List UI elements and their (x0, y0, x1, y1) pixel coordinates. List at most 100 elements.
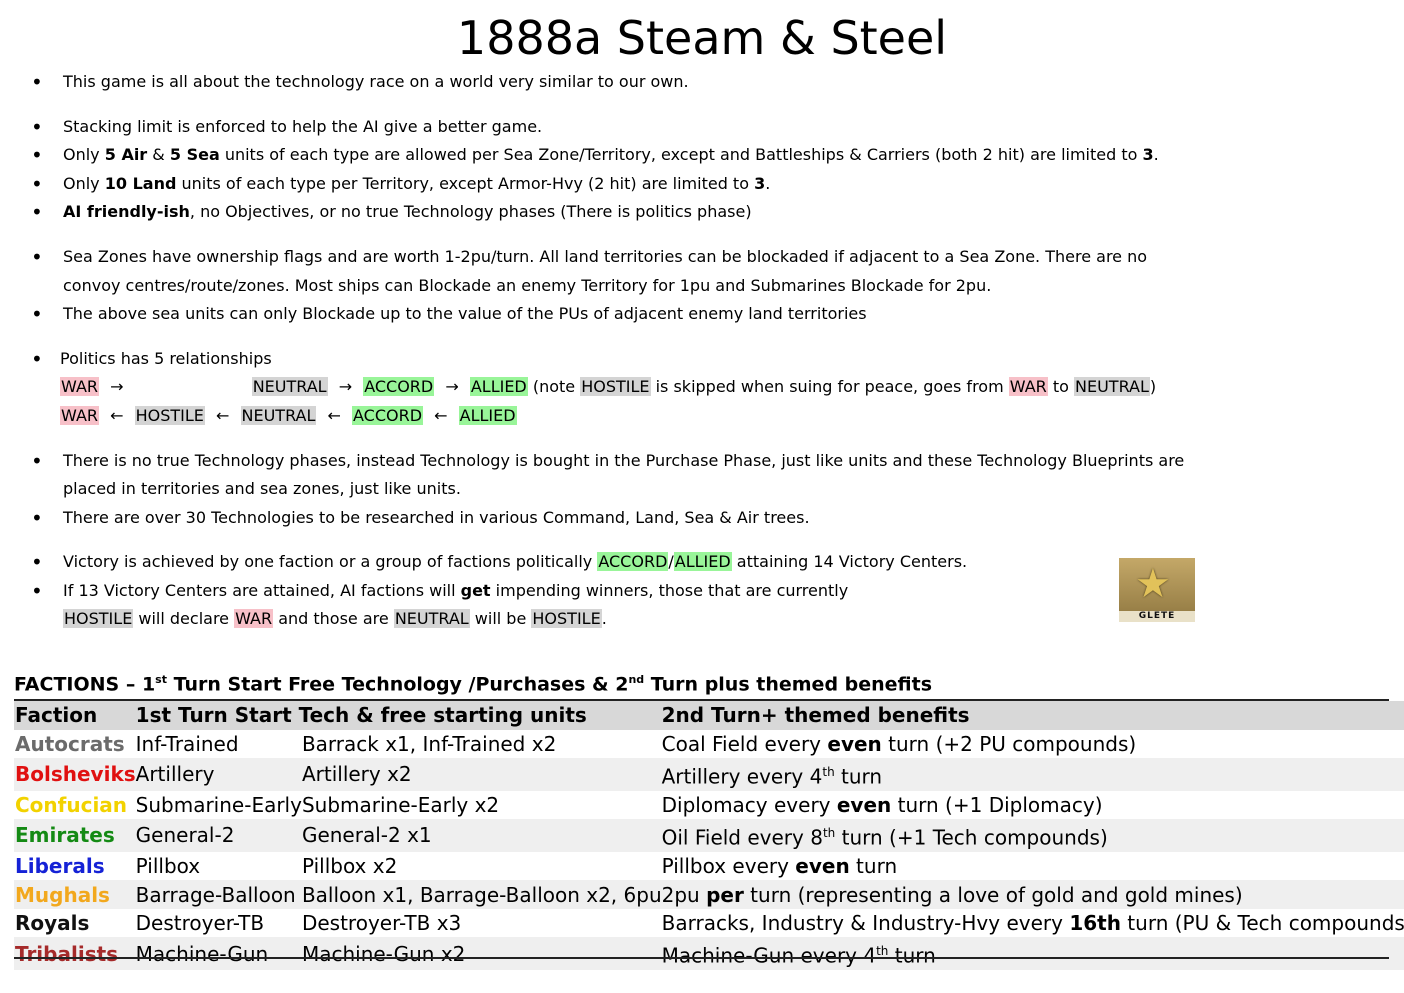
stacking-line-1: Stacking limit is enforced to help the A… (63, 117, 543, 136)
benefit-text: Barracks, Industry & Industry-Hvy every (661, 911, 1070, 936)
benefit-text: turn (+1 Diplomacy) (891, 792, 1103, 817)
stacking-line-3: Only 10 Land units of each type per Terr… (63, 170, 770, 198)
emblem-text: GLETE (1119, 611, 1195, 622)
accord-label: ACCORD (363, 377, 435, 396)
victory-emblem-icon: ★ GLETE (1119, 558, 1195, 622)
start-units: Pillbox x2 (301, 854, 398, 879)
faction-name: Emirates (14, 819, 136, 852)
factions-table: Faction 1st Turn Start Tech & free start… (14, 701, 1404, 970)
start-tech: Barrage-Balloon (135, 880, 302, 909)
sea-limit: 5 Sea (169, 145, 220, 164)
victory-line-3: HOSTILE will declare WAR and those are N… (63, 605, 607, 633)
victory-line-2: If 13 Victory Centers are attained, AI f… (63, 577, 848, 605)
accord-label: ACCORD (351, 406, 424, 425)
themed-benefit: Pillbox every even turn (662, 852, 1404, 881)
text: (note (532, 377, 581, 396)
bullet: • (31, 70, 43, 94)
text: If 13 Victory Centers are attained, AI f… (63, 581, 461, 600)
tech-line-2: There are over 30 Technologies to be res… (63, 508, 810, 527)
text: Only (63, 174, 105, 193)
arrow-right-icon: → (110, 377, 124, 396)
tech-line-1b: placed in territories and sea zones, jus… (63, 479, 461, 498)
start-units: Artillery x2 (301, 758, 662, 791)
text: Victory is achieved by one faction or a … (63, 552, 598, 571)
capital-limit: 3 (1142, 145, 1154, 164)
start-units: Destroyer-TB x3 (301, 911, 462, 936)
text: get (460, 581, 491, 600)
themed-benefit: 2pu per turn (representing a love of gol… (661, 880, 1404, 909)
text: units of each type are allowed per Sea Z… (219, 145, 1143, 164)
politics-flow-downgrade: WAR ← HOSTILE ← NEUTRAL ← ACCORD ← ALLIE… (60, 402, 517, 430)
table-row: Confucian Submarine-Early Submarine-Early … (14, 791, 1404, 820)
start-tech: Submarine-Early (135, 792, 302, 817)
start-units: General-2 x1 (301, 819, 662, 852)
benefit-text: Pillbox every (661, 854, 796, 879)
armor-limit: 3 (754, 174, 766, 193)
text: st (155, 673, 167, 686)
text: FACTIONS – 1 (14, 673, 156, 696)
themed-benefit: Artillery every 4th turn (661, 758, 1404, 791)
benefit-emphasis: even (836, 792, 892, 817)
table-row: Autocrats Inf-Trained Barrack x1, Inf-Trai… (14, 730, 1404, 759)
start-units: Balloon x1, Barrage-Balloon x2, 6pu (301, 880, 662, 909)
allied-label: ALLIED (458, 406, 517, 425)
seazone-line-1: Sea Zones have ownership flags and are w… (63, 247, 1148, 266)
bullet: • (31, 143, 43, 167)
text: & (147, 145, 170, 164)
start-tech: Destroyer-TB (135, 911, 265, 936)
table-top-rule (14, 699, 1389, 701)
themed-benefit: Barracks, Industry & Industry-Hvy every … (662, 909, 1404, 938)
faction-name: Tribalists (14, 937, 136, 970)
land-limit: 10 Land (104, 174, 177, 193)
text: ) (1149, 377, 1157, 396)
factions-heading: FACTIONS – 1st Turn Start Free Technolog… (14, 673, 932, 695)
faction-name: Confucian (15, 792, 128, 817)
benefit-text: turn (888, 943, 936, 968)
benefit-text: Machine-Gun every 4 (661, 943, 877, 968)
start-tech: Machine-Gun (135, 937, 302, 970)
text: is skipped when suing for peace, goes fr… (650, 377, 1009, 396)
header-second-turn: 2nd Turn+ themed benefits (661, 701, 1404, 730)
benefit-emphasis: per (706, 882, 744, 907)
ordinal-suffix: th (822, 826, 836, 841)
text: . (1153, 145, 1159, 164)
header-faction: Faction (14, 701, 136, 730)
arrow-left-icon: ← (216, 406, 230, 425)
benefit-text: turn (+1 Tech compounds) (835, 825, 1108, 850)
start-units: Barrack x1, Inf-Trained x2 (301, 731, 557, 756)
seazone-line-1b: convoy centres/route/zones. Most ships c… (63, 276, 992, 295)
themed-benefit: Machine-Gun every 4th turn (661, 937, 1404, 970)
table-row: Tribalists Machine-Gun Machine-Gun x2 Machi… (14, 937, 1404, 970)
header-first-turn: 1st Turn Start Tech & free starting unit… (135, 701, 662, 730)
bullet: • (31, 172, 43, 196)
text: attaining 14 Victory Centers. (731, 552, 968, 571)
stacking-line-2: Only 5 Air & 5 Sea units of each type ar… (63, 141, 1159, 169)
faction-name: Liberals (15, 854, 105, 879)
table-header-row: Faction 1st Turn Start Tech & free start… (14, 701, 1404, 730)
benefit-text: turn (834, 764, 883, 789)
text: . (765, 174, 771, 193)
neutral-label: NEUTRAL (240, 406, 317, 425)
faction-name: Royals (15, 911, 90, 936)
war-label: WAR (60, 406, 100, 425)
faction-name: Bolsheviks (14, 758, 136, 791)
ai-friendly: AI friendly-ish (63, 202, 190, 221)
bullet: • (31, 506, 43, 530)
text: to (1047, 377, 1074, 396)
start-units: Machine-Gun x2 (301, 937, 662, 970)
arrow-left-icon: ← (327, 406, 341, 425)
hostile-label: HOSTILE (531, 609, 602, 628)
benefit-text: turn (849, 854, 898, 879)
table-row: Emirates General-2 General-2 x1 Oil Field e… (14, 819, 1404, 852)
star-icon: ★ (1135, 561, 1171, 607)
politics-flow-upgrade: WAR → NEUTRAL → ACCORD → ALLIED (note HO… (60, 373, 1156, 401)
hostile-label: HOSTILE (63, 609, 134, 628)
bullet: • (31, 302, 43, 326)
benefit-text: turn (+2 PU compounds) (881, 731, 1137, 756)
benefit-emphasis: even (795, 854, 850, 879)
benefit-text: turn (representing a love of gold and go… (743, 882, 1243, 907)
text: Turn Start Free Technology /Purchases & … (166, 673, 629, 696)
start-tech: General-2 (135, 819, 302, 852)
intro-text: This game is all about the technology ra… (63, 72, 689, 91)
start-tech: Artillery (135, 758, 302, 791)
